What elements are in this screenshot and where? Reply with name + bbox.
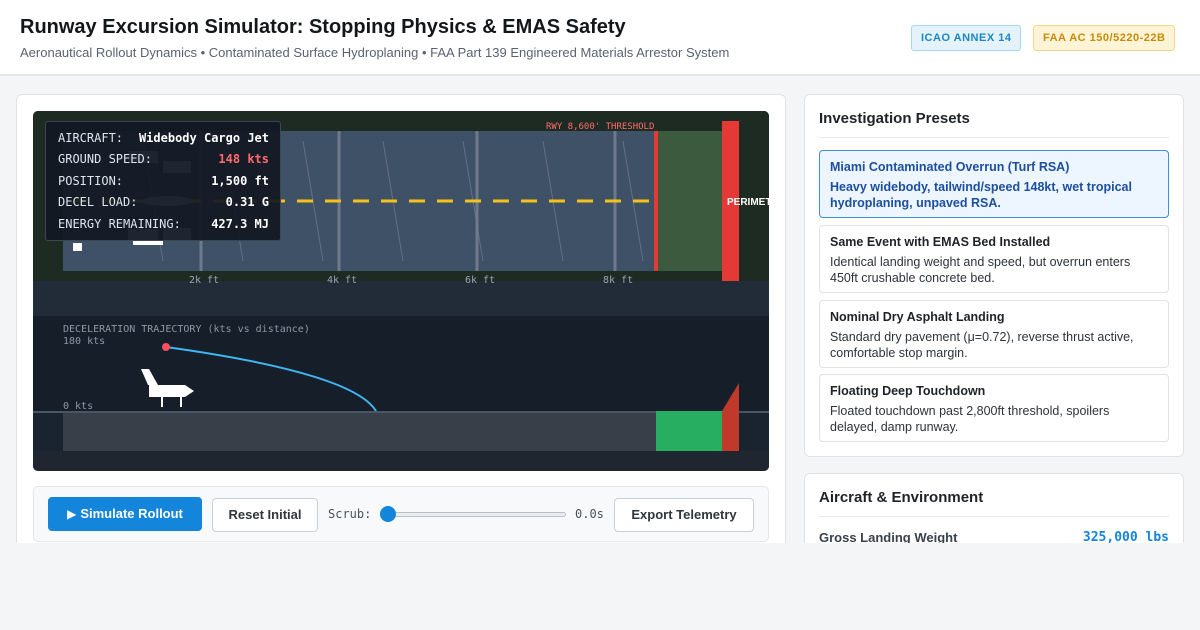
icao-badge: ICAO ANNEX 14	[911, 25, 1022, 51]
faa-badge: FAA AC 150/5220-22B	[1033, 25, 1176, 51]
hud-aircraft-value: Widebody Cargo Jet	[138, 131, 269, 145]
preset-title: Same Event with EMAS Bed Installed	[830, 235, 1051, 249]
perimeter-label: PERIMETER	[727, 197, 769, 208]
presets-title: Investigation Presets	[819, 110, 970, 127]
hud-row-ground-speed: GROUND SPEED: 148 kts	[58, 152, 269, 168]
preset-title: Floating Deep Touchdown	[830, 384, 986, 398]
export-telemetry-button[interactable]: Export Telemetry	[614, 498, 754, 532]
divider	[819, 137, 1169, 138]
reset-initial-button[interactable]: Reset Initial	[212, 498, 318, 532]
preset-deep-touchdown[interactable]: Floating Deep Touchdown Floated touchdow…	[819, 374, 1169, 442]
page-header: Runway Excursion Simulator: Stopping Phy…	[0, 0, 1200, 76]
preset-dry-landing[interactable]: Nominal Dry Asphalt Landing Standard dry…	[819, 300, 1169, 368]
ground-line	[33, 411, 769, 413]
preset-description: Standard dry pavement (μ=0.72), reverse …	[830, 330, 1134, 360]
emas-bed	[656, 411, 722, 451]
preset-description: Identical landing weight and speed, but …	[830, 255, 1131, 285]
simulate-rollout-button[interactable]: ▶ Simulate Rollout	[48, 497, 202, 531]
hud-row-aircraft: AIRCRAFT: Widebody Cargo Jet	[58, 131, 269, 147]
preset-description: Floated touchdown past 2,800ft threshold…	[830, 404, 1110, 434]
distance-tick: 8k ft	[603, 275, 633, 286]
simulation-panel: RWY 8,600' THRESHOLD PERIMETER 2k ft 4k …	[16, 94, 786, 554]
page-background	[0, 543, 1200, 630]
hud-label: GROUND SPEED:	[58, 152, 152, 166]
scrub-time-value: 0.0s	[575, 507, 604, 521]
hud-energy-value: 427.3 MJ	[211, 217, 269, 231]
hud-row-energy: ENERGY REMAINING: 427.3 MJ	[58, 217, 269, 233]
runway-profile	[63, 413, 656, 451]
telemetry-hud: AIRCRAFT: Widebody Cargo Jet GROUND SPEE…	[45, 121, 281, 241]
preset-miami-overrun[interactable]: Miami Contaminated Overrun (Turf RSA) He…	[819, 150, 1169, 218]
scrub-slider[interactable]	[382, 512, 566, 517]
preset-emas-bed[interactable]: Same Event with EMAS Bed Installed Ident…	[819, 225, 1169, 293]
page-subtitle: Aeronautical Rollout Dynamics • Contamin…	[20, 45, 730, 60]
safety-area	[658, 131, 722, 271]
page-title: Runway Excursion Simulator: Stopping Phy…	[20, 16, 626, 38]
hud-row-decel-load: DECEL LOAD: 0.31 G	[58, 195, 269, 211]
aircraft-sideview-icon	[141, 369, 194, 407]
trajectory-title: DECELERATION TRAJECTORY (kts vs distance…	[63, 324, 310, 335]
scrub-label: Scrub:	[328, 507, 372, 521]
simulation-viewport: RWY 8,600' THRESHOLD PERIMETER 2k ft 4k …	[33, 111, 769, 471]
distance-tick: 2k ft	[189, 275, 219, 286]
hud-row-position: POSITION: 1,500 ft	[58, 174, 269, 190]
presets-panel: Investigation Presets Miami Contaminated…	[804, 94, 1184, 457]
perimeter-wall	[722, 121, 739, 281]
playback-controls: ▶ Simulate Rollout Reset Initial Scrub: 0…	[33, 486, 769, 542]
runway-scene: RWY 8,600' THRESHOLD PERIMETER 2k ft 4k …	[33, 111, 769, 471]
threshold-label: RWY 8,600' THRESHOLD	[546, 122, 654, 132]
hud-ground-speed-value: 148 kts	[218, 152, 269, 166]
speed-max-label: 180 kts	[63, 336, 105, 347]
hud-label: DECEL LOAD:	[58, 195, 138, 209]
hud-position-value: 1,500 ft	[211, 174, 269, 188]
gross-weight-label: Gross Landing Weight	[819, 530, 958, 545]
gross-weight-value[interactable]: 325,000 lbs	[1082, 530, 1169, 545]
current-speed-marker	[162, 343, 170, 351]
preset-title: Miami Contaminated Overrun (Turf RSA)	[830, 160, 1070, 174]
scale-strip	[33, 281, 769, 316]
preset-description: Heavy widebody, tailwind/speed 148kt, we…	[830, 180, 1132, 210]
simulate-label: Simulate Rollout	[80, 506, 183, 521]
hud-label: POSITION:	[58, 174, 124, 188]
distance-tick: 4k ft	[327, 275, 357, 286]
deceleration-curve	[165, 346, 377, 412]
threshold-line	[654, 131, 658, 271]
hud-decel-load-value: 0.31 G	[225, 195, 269, 209]
distance-tick: 6k ft	[465, 275, 495, 286]
environment-title: Aircraft & Environment	[819, 489, 984, 506]
play-icon: ▶	[67, 507, 77, 521]
bottom-strip	[33, 451, 769, 471]
perimeter-profile	[722, 383, 739, 451]
divider	[819, 516, 1169, 517]
hud-label: AIRCRAFT:	[58, 131, 124, 145]
scrub-handle[interactable]	[380, 506, 396, 522]
speed-min-label: 0 kts	[63, 401, 93, 412]
preset-title: Nominal Dry Asphalt Landing	[830, 310, 1005, 324]
hud-label: ENERGY REMAINING:	[58, 217, 181, 231]
